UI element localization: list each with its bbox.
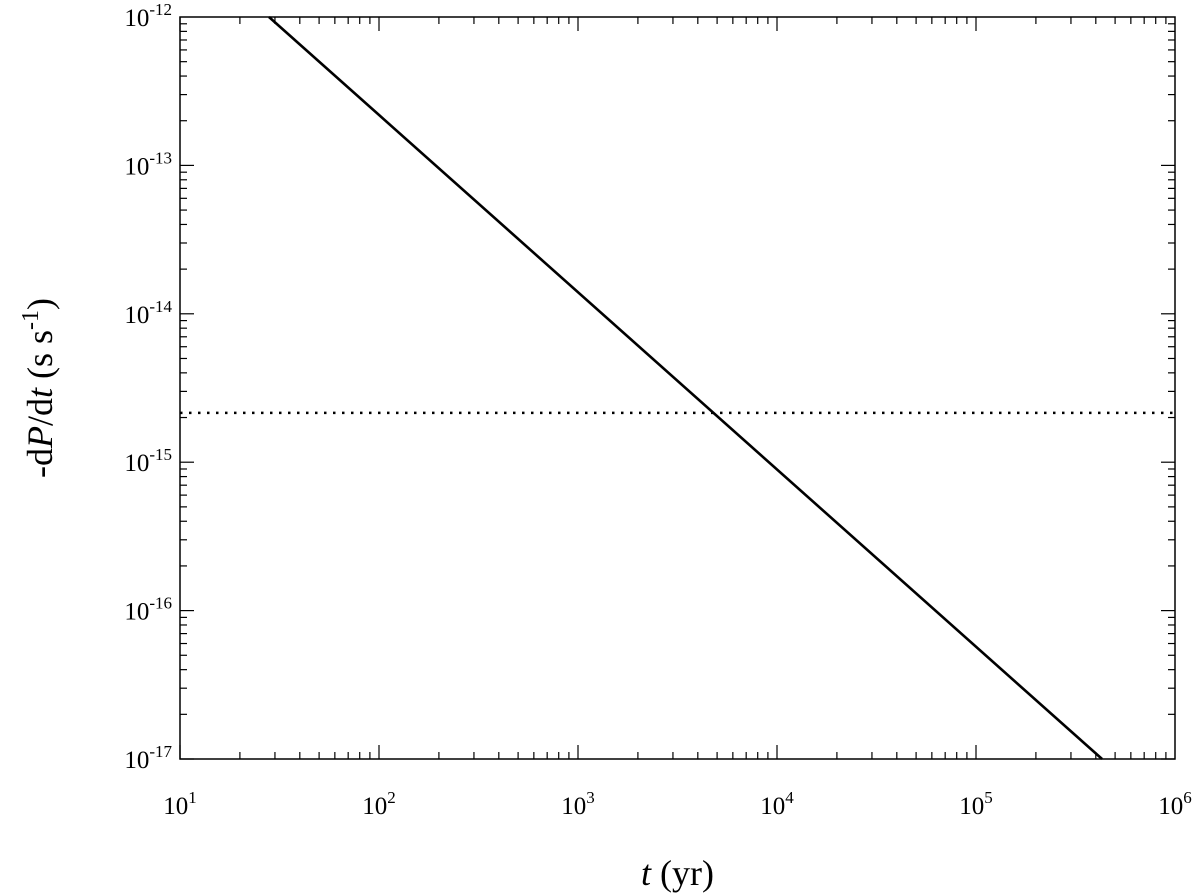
- y-tick-label: 10-12: [124, 0, 172, 32]
- y-axis-label: -dP/dt (s s-1): [18, 298, 60, 478]
- y-axis-label-unit-open: (s s: [20, 330, 60, 388]
- y-tick-label: 10-15: [124, 445, 172, 477]
- y-tick-label: 10-14: [124, 297, 172, 329]
- y-tick-label: 10-17: [124, 742, 172, 774]
- plot-frame: [179, 16, 1176, 760]
- x-axis-label-var: t: [641, 853, 652, 893]
- x-tick-label: 101: [163, 788, 197, 820]
- y-axis-label-prefix: -d: [20, 448, 60, 478]
- x-tick-label: 105: [959, 788, 993, 820]
- x-tick-label: 104: [760, 788, 794, 820]
- x-axis-label: t (yr): [641, 853, 714, 893]
- x-tick-label: 103: [561, 788, 595, 820]
- y-axis-label-var2: t: [20, 387, 60, 398]
- x-axis-label-unit: (yr): [651, 853, 714, 893]
- y-axis-label-var1: P: [20, 426, 60, 449]
- ticks-layer: [179, 17, 1175, 760]
- y-tick-label: 10-13: [124, 148, 172, 180]
- series-layer: [180, 16, 1175, 760]
- y-axis-label-unit-exp: -1: [18, 310, 44, 330]
- y-tick-label: 10-16: [124, 594, 172, 626]
- x-tick-label: 102: [362, 788, 396, 820]
- solid-line-series: [268, 16, 1103, 760]
- y-axis-label-unit-close: ): [20, 298, 60, 310]
- y-axis-label-mid: /d: [20, 398, 60, 426]
- tick-labels-layer: 101 102 103 104 105 106 10-12 10-13 10-14 10-15 10…: [124, 0, 1191, 820]
- x-tick-label: 106: [1158, 788, 1192, 820]
